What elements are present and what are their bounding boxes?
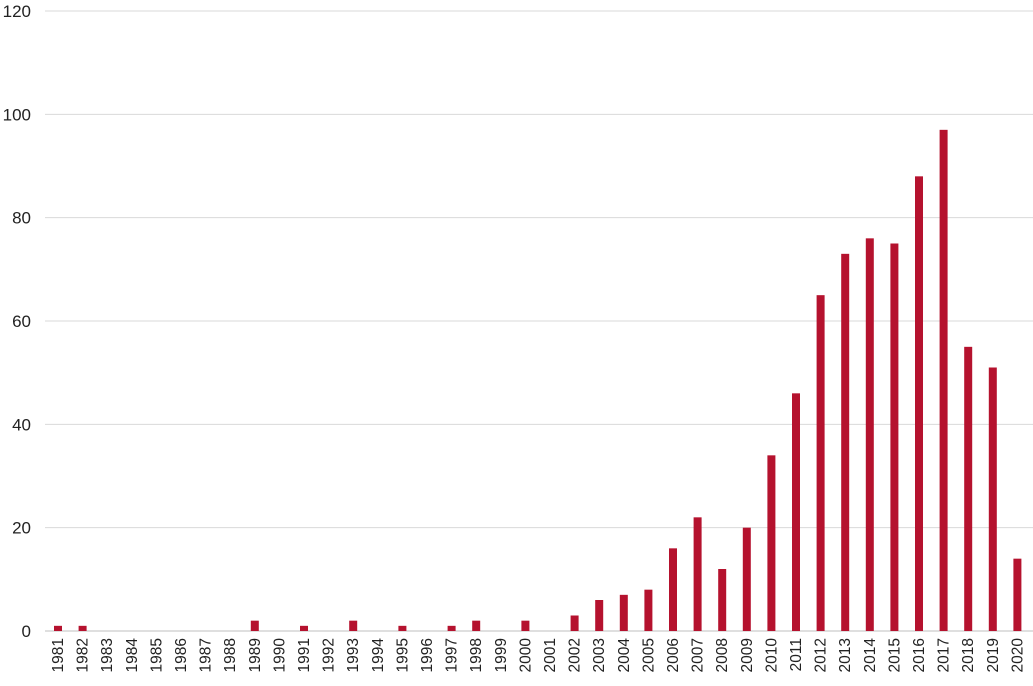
x-tick-label-2007: 2007 [690, 638, 707, 672]
x-tick-label-2015: 2015 [886, 638, 903, 672]
bar-1998 [472, 620, 481, 631]
bar-1981 [54, 625, 62, 631]
x-tick-label-1997: 1997 [444, 638, 461, 672]
x-tick-label-1984: 1984 [124, 638, 141, 673]
x-tick-label-2020: 2020 [1009, 638, 1026, 673]
x-tick-label-2003: 2003 [591, 638, 608, 672]
bar-2015 [890, 243, 899, 631]
x-tick-label-2011: 2011 [788, 638, 805, 671]
bar-1982 [78, 625, 87, 631]
y-axis-tick-labels: 0 20 40 60 80 100 120 [3, 2, 31, 641]
y-tick-label: 0 [22, 622, 31, 641]
gridlines [45, 10, 1033, 632]
x-tick-label-1994: 1994 [370, 638, 387, 673]
y-tick-label: 100 [3, 105, 31, 124]
x-tick-label-2008: 2008 [714, 638, 731, 672]
bar-2003 [595, 600, 604, 631]
bar-2011 [792, 393, 800, 631]
x-tick-label-2019: 2019 [985, 638, 1002, 672]
bar-2002 [570, 615, 579, 631]
x-tick-label-2006: 2006 [665, 638, 682, 672]
x-tick-label-1983: 1983 [99, 638, 116, 672]
bars [54, 129, 1022, 632]
x-axis-tick-labels: 1981 1982 1983 1984 1985 1986 1987 1988 1989 1990… [50, 638, 1026, 673]
x-tick-label-2001: 2001 [542, 638, 559, 672]
bar-2006 [669, 548, 677, 631]
x-tick-label-2002: 2002 [567, 638, 584, 672]
bar-1997 [447, 625, 456, 631]
x-tick-label-2013: 2013 [837, 638, 854, 672]
x-tick-label-1990: 1990 [271, 638, 288, 673]
x-tick-label-1986: 1986 [173, 638, 190, 672]
bar-2009 [742, 527, 751, 631]
x-tick-label-1988: 1988 [222, 638, 239, 672]
x-tick-label-2000: 2000 [517, 638, 534, 673]
bar-1993 [349, 620, 358, 631]
bar-2014 [865, 238, 874, 632]
y-tick-label: 20 [12, 519, 31, 538]
x-tick-label-1992: 1992 [321, 638, 338, 672]
x-tick-label-1982: 1982 [75, 638, 92, 672]
x-tick-label-1996: 1996 [419, 638, 436, 672]
x-tick-label-2012: 2012 [813, 638, 830, 672]
y-tick-label: 80 [12, 209, 31, 228]
bar-2018 [964, 346, 973, 631]
x-tick-label-1989: 1989 [247, 638, 264, 672]
bar-2000 [521, 620, 530, 631]
x-tick-label-2018: 2018 [960, 638, 977, 672]
x-tick-label-2005: 2005 [640, 638, 657, 672]
bar-2007 [693, 517, 702, 631]
x-tick-label-2016: 2016 [911, 638, 928, 672]
x-tick-label-2009: 2009 [739, 638, 756, 672]
bar-1989 [250, 620, 259, 631]
x-tick-label-1999: 1999 [493, 638, 510, 672]
x-tick-label-1993: 1993 [345, 638, 362, 672]
bar-2016 [915, 176, 923, 632]
bar-2012 [816, 295, 825, 631]
y-tick-label: 60 [12, 312, 31, 331]
bar-1991 [300, 625, 308, 631]
bar-2017 [939, 129, 948, 632]
bar-2008 [718, 569, 727, 631]
x-tick-label-1987: 1987 [198, 638, 215, 672]
bar-2013 [841, 253, 850, 632]
bar-1995 [398, 625, 407, 631]
x-tick-label-2014: 2014 [862, 638, 879, 673]
x-tick-label-2010: 2010 [763, 638, 780, 673]
bar-2004 [619, 594, 628, 631]
bar-2020 [1013, 558, 1022, 631]
x-tick-label-1991: 1991 [296, 638, 313, 672]
x-tick-label-1995: 1995 [394, 638, 411, 672]
x-tick-label-2017: 2017 [936, 638, 953, 672]
y-tick-label: 40 [12, 415, 31, 434]
bar-2019 [988, 367, 997, 631]
bar-2005 [644, 589, 653, 631]
x-tick-label-1998: 1998 [468, 638, 485, 672]
bar-2010 [767, 455, 776, 631]
x-tick-label-1981: 1981 [50, 638, 67, 672]
x-tick-label-1985: 1985 [148, 638, 165, 672]
x-tick-label-2004: 2004 [616, 638, 633, 673]
y-tick-label: 120 [3, 2, 31, 21]
